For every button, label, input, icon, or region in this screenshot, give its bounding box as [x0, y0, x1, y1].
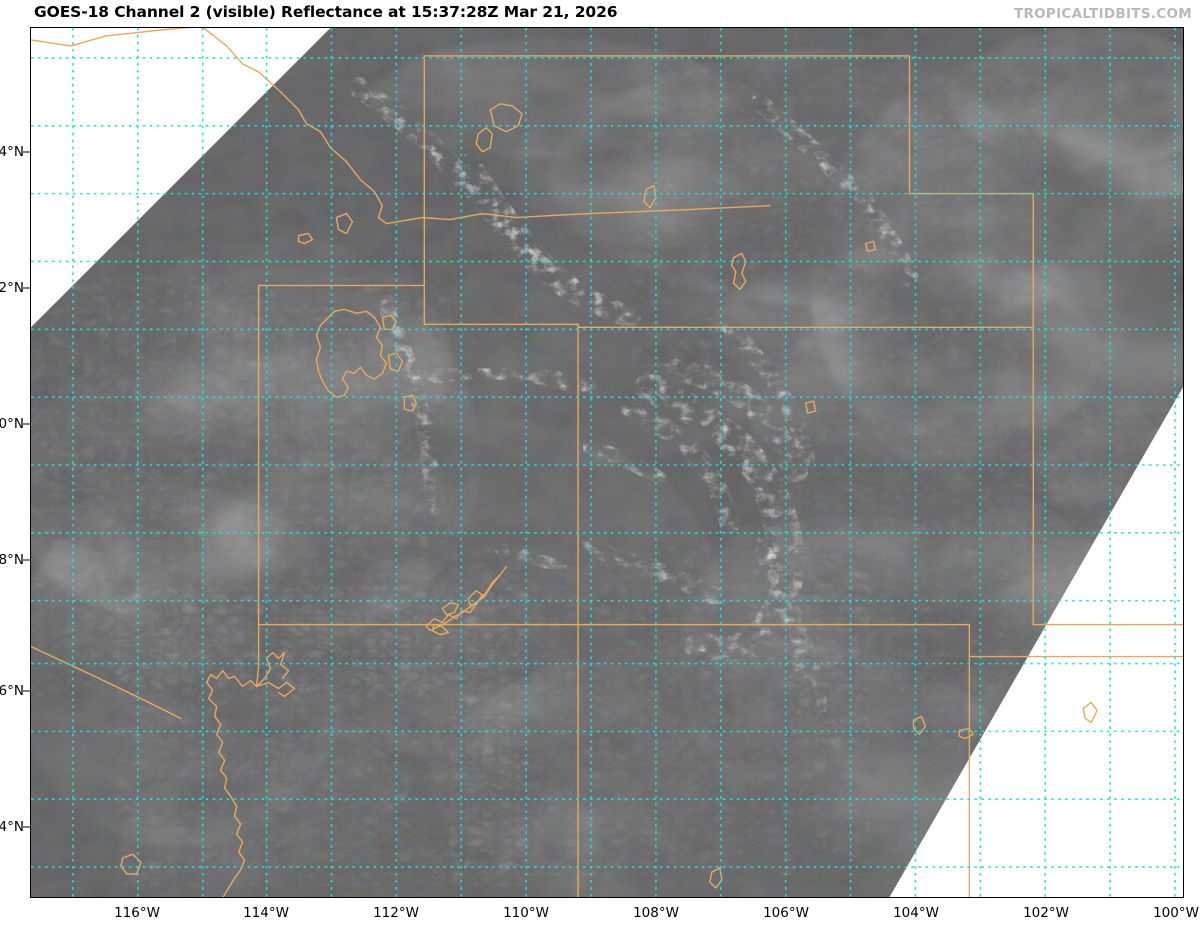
- ytick-mark: [23, 423, 30, 425]
- xtick-label: 102°W: [1023, 905, 1069, 921]
- xtick-label: 112°W: [373, 905, 419, 921]
- page-title: GOES-18 Channel 2 (visible) Reflectance …: [34, 3, 618, 21]
- ytick-mark: [23, 690, 30, 692]
- ytick-label: 40°N: [0, 416, 24, 432]
- xtick-label: 116°W: [114, 905, 160, 921]
- plot-inner-canvas: [31, 28, 1183, 897]
- satellite-image-plot[interactable]: [30, 27, 1184, 898]
- ytick-mark: [23, 287, 30, 289]
- ytick-label: 42°N: [0, 280, 24, 296]
- xtick-label: 106°W: [763, 905, 809, 921]
- ytick-mark: [23, 559, 30, 561]
- xtick-label: 110°W: [503, 905, 549, 921]
- satellite-raster-layer: [31, 28, 1183, 897]
- graticule-lines: [31, 28, 1183, 897]
- ytick-label: 34°N: [0, 819, 24, 835]
- ytick-mark: [23, 826, 30, 828]
- xtick-label: 114°W: [243, 905, 289, 921]
- ytick-label: 44°N: [0, 144, 24, 160]
- xtick-label: 108°W: [633, 905, 679, 921]
- header-bar: GOES-18 Channel 2 (visible) Reflectance …: [0, 0, 1200, 27]
- xtick-label: 100°W: [1153, 905, 1199, 921]
- xtick-label: 104°W: [893, 905, 939, 921]
- map-overlay-layer: [31, 28, 1183, 897]
- ytick-label: 36°N: [0, 683, 24, 699]
- ytick-label: 38°N: [0, 552, 24, 568]
- watermark-label: TROPICALTIDBITS.COM: [1013, 6, 1192, 22]
- boundary-lines: [31, 28, 1183, 897]
- ytick-mark: [23, 151, 30, 153]
